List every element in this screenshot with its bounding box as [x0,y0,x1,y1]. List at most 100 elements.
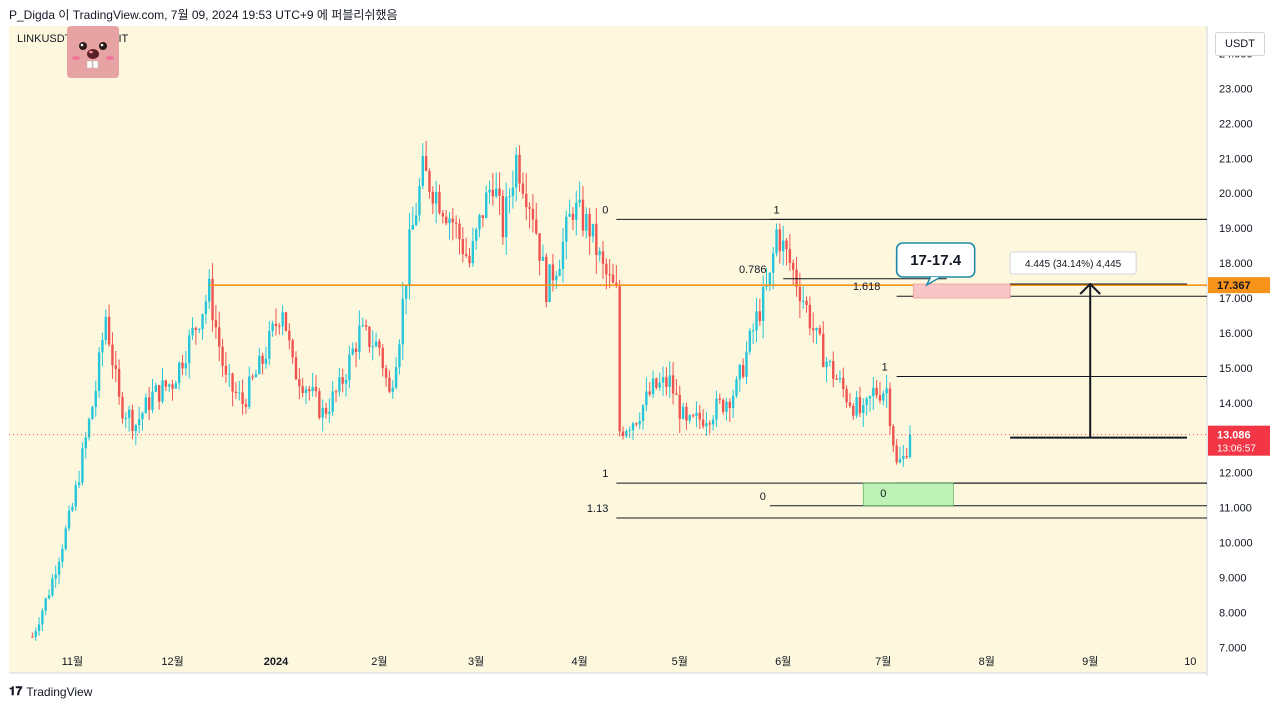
candle-body [331,391,334,412]
candle-body [71,506,74,511]
candle-body [144,397,148,414]
y-tick-label: 11.000 [1219,503,1252,515]
candle-body [668,375,671,387]
candle-body [611,274,615,283]
x-tick-label: 10 [1184,656,1196,668]
candle-body [411,224,414,230]
candle-body [121,396,124,419]
candle-body [291,340,294,358]
candle-body [381,347,384,369]
candle-body [181,362,184,369]
candle-body [424,156,428,171]
candle-body [398,344,401,368]
candle-body [264,358,268,364]
candle-body [555,275,558,281]
current-price-tag-label: 13.086 [1217,430,1251,442]
candle-body [575,202,578,220]
x-tick-label: 8월 [979,655,995,668]
measure-label-text: 4.445 (34.14%) 4,445 [1025,259,1122,270]
candle-body [845,389,848,403]
y-tick-label: 16.000 [1219,328,1253,340]
candle-body [745,351,748,377]
y-tick-label: 21.000 [1219,153,1253,165]
candle-body [44,598,47,611]
fib-left-label: 1.13 [587,503,608,515]
candle-body [94,390,97,407]
x-tick-label: 12월 [161,655,183,668]
candle-body [751,330,755,332]
candle-body [865,398,868,406]
x-tick-label: 7월 [875,655,891,668]
avatar [67,26,119,78]
currency-unit-button[interactable]: USDT [1215,32,1265,56]
candlestick-chart[interactable]: 24.00023.00022.00021.00020.00019.00018.0… [9,26,1271,676]
candle-body [328,411,331,414]
candle-body [531,208,535,220]
candle-body [314,386,318,392]
candle-body [648,391,651,395]
candle-body [825,361,828,367]
candle-body [595,223,598,256]
candle-body [107,316,111,345]
candle-body [768,272,772,285]
candle-body [308,389,311,392]
candle-body [461,239,465,255]
candle-body [294,357,298,380]
candle-body [318,391,321,418]
candle-body [164,380,168,387]
candle-body [838,377,842,380]
candle-body [251,376,254,378]
y-tick-label: 7.000 [1219,642,1247,654]
x-tick-label: 2024 [264,656,289,668]
candle-body [882,393,885,401]
candle-body [448,218,451,224]
candle-body [421,156,424,186]
candle-body [715,398,718,420]
candle-body [621,431,625,437]
candle-body [97,352,101,391]
fib-small-label: 1 [882,362,888,374]
candle-body [872,387,875,397]
y-tick-label: 23.000 [1219,83,1253,95]
candle-body [581,199,585,231]
candle-body [758,311,762,322]
candle-body [511,187,515,197]
candle-body [201,314,204,330]
candle-body [695,412,698,416]
candle-body [585,213,588,231]
candle-body [842,377,845,390]
candle-body [211,278,214,321]
tradingview-logo-icon: 𝟏𝟕 [9,684,23,698]
candle-body [778,229,782,252]
candle-body [658,382,661,388]
candle-body [898,459,902,463]
candle-body [468,255,471,264]
candle-body [495,188,498,197]
candle-body [711,419,715,425]
candle-body [344,379,348,384]
candle-body [408,229,411,285]
candle-body [521,183,525,194]
candle-body [321,407,324,418]
candle-body [718,398,721,400]
candle-body [284,312,288,331]
candle-body [484,192,488,219]
candle-body [731,395,735,409]
candle-body [51,578,54,596]
candle-body [204,301,208,315]
candle-body [208,278,211,302]
candle-body [541,256,545,261]
candle-body [568,213,571,217]
candle-body [127,409,131,418]
candle-body [605,263,608,275]
candle-body [117,368,121,397]
candle-body [441,212,445,217]
y-tick-label: 17.000 [1219,293,1253,305]
footer-brand[interactable]: 𝟏𝟕 TradingView [9,684,92,699]
candle-body [418,185,421,216]
candle-body [848,402,852,406]
candle-body [645,391,648,406]
candle-body [311,386,314,392]
chart-frame[interactable]: 24.00023.00022.00021.00020.00019.00018.0… [9,26,1271,676]
candle-body [301,386,304,393]
